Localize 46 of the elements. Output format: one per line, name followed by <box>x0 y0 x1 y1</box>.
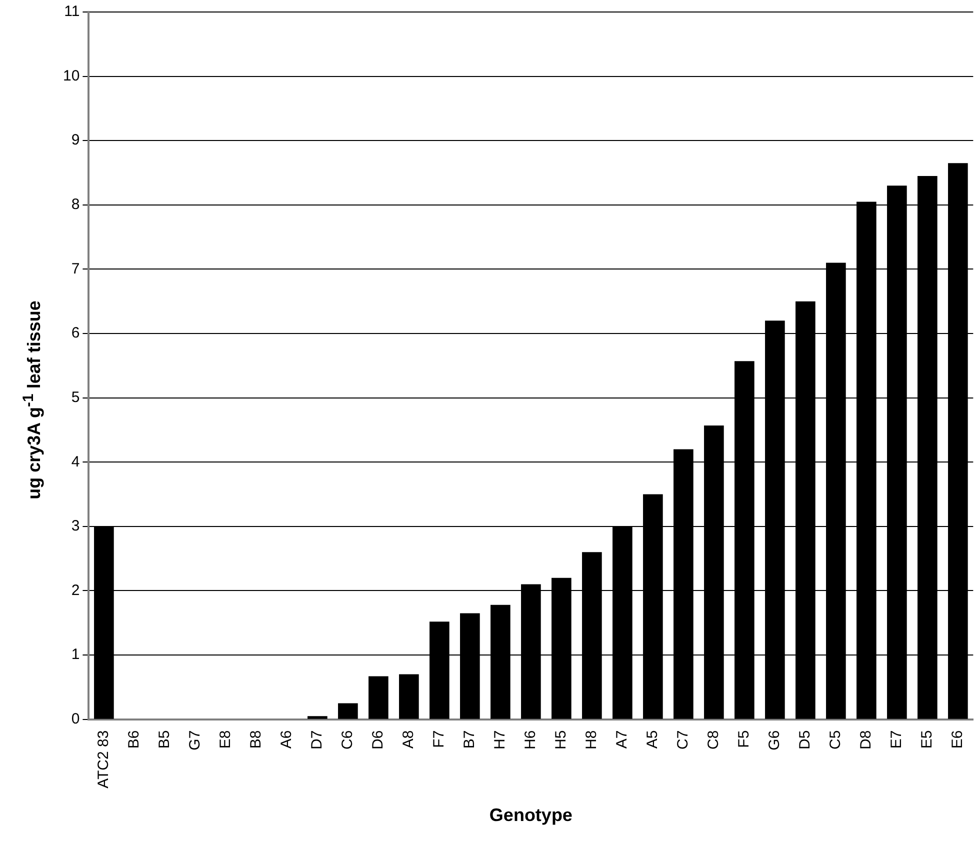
x-tick-label: H7 <box>492 730 509 750</box>
x-tick-label: A7 <box>614 730 631 749</box>
x-tick-label: B5 <box>156 730 174 749</box>
x-tick-label: D5 <box>796 730 814 750</box>
x-tick-label: E5 <box>918 730 936 749</box>
bar <box>368 676 388 719</box>
bar <box>399 674 419 719</box>
x-tick-label: C5 <box>827 730 844 750</box>
x-tick-label: G7 <box>186 730 204 750</box>
y-tick-label: 10 <box>62 67 80 84</box>
y-tick-label: 3 <box>71 518 80 535</box>
bar <box>338 703 358 719</box>
x-tick-label: C8 <box>705 730 722 750</box>
bar <box>308 716 328 719</box>
x-tick-label: ATC2 83 <box>95 730 112 788</box>
x-tick-label: B7 <box>461 730 478 749</box>
y-tick-label: 6 <box>71 324 80 342</box>
y-tick-label: 8 <box>71 196 80 214</box>
x-tick-label: D7 <box>308 730 326 750</box>
y-tick-label: 0 <box>71 710 80 728</box>
x-tick-label: A5 <box>644 730 662 749</box>
x-tick-label: A6 <box>278 730 296 749</box>
y-tick-label: 2 <box>71 582 80 599</box>
x-tick-label: C7 <box>674 730 692 750</box>
y-tick-label: 9 <box>71 132 80 149</box>
x-tick-label: H5 <box>552 730 570 750</box>
x-tick-label: D8 <box>858 730 875 750</box>
x-tick-label: B6 <box>126 730 143 749</box>
x-tick-label: F5 <box>736 730 753 748</box>
x-tick-label: D6 <box>370 730 387 750</box>
x-tick-label: C6 <box>339 730 356 750</box>
y-tick-label: 5 <box>71 388 80 406</box>
x-tick-label: A8 <box>400 730 418 749</box>
y-tick-label: 11 <box>64 3 80 20</box>
y-tick-label: 4 <box>71 453 80 470</box>
x-tick-label: E6 <box>949 730 966 749</box>
x-tick-label: F7 <box>430 730 448 748</box>
x-tick-label: H6 <box>522 730 540 750</box>
x-tick-label: B8 <box>248 730 265 749</box>
x-tick-label: G6 <box>766 730 784 750</box>
x-tick-label: E7 <box>888 730 906 749</box>
x-tick-label: H8 <box>583 730 600 750</box>
y-tick-label: 7 <box>71 260 80 278</box>
x-axis-title: Genotype <box>489 805 572 826</box>
x-tick-label: E8 <box>217 730 234 749</box>
y-tick-label: 1 <box>71 646 80 664</box>
